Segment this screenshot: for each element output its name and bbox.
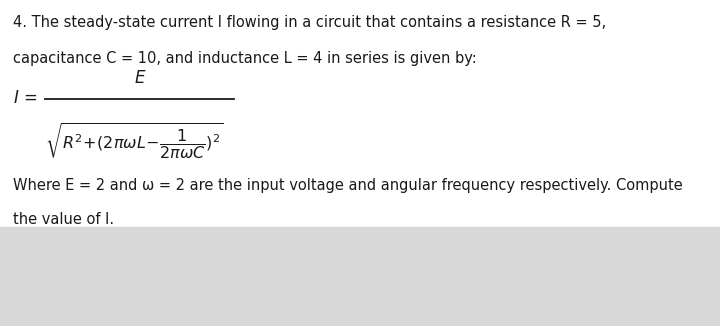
Text: $E$: $E$ [134, 69, 147, 87]
Text: $\sqrt{R^{2}\!+\!(2\pi\omega L\!-\!\dfrac{1}{2\pi\omega C})^{2}}$: $\sqrt{R^{2}\!+\!(2\pi\omega L\!-\!\dfra… [45, 122, 224, 162]
Bar [0, 227, 720, 326]
Text: Where E = 2 and ω = 2 are the input voltage and angular frequency respectively. : Where E = 2 and ω = 2 are the input volt… [13, 178, 683, 193]
Text: capacitance C = 10, and inductance L = 4 in series is given by:: capacitance C = 10, and inductance L = 4… [13, 51, 477, 66]
Text: 4. The steady-state current I flowing in a circuit that contains a resistance R : 4. The steady-state current I flowing in… [13, 15, 606, 30]
Bar [0, 0, 720, 227]
Text: the value of I.: the value of I. [13, 212, 114, 227]
Text: $I\,=$: $I\,=$ [13, 89, 38, 107]
